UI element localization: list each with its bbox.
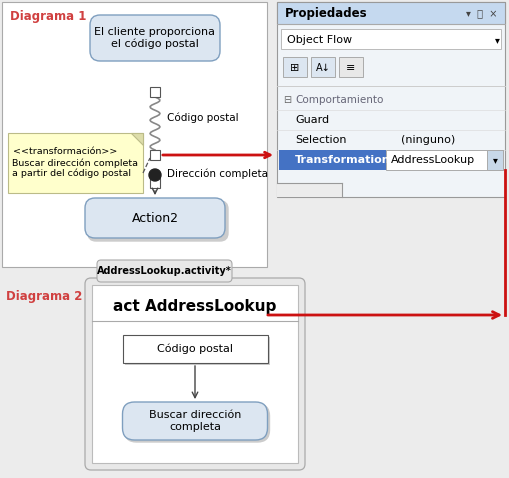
Text: Diagrama 1: Diagrama 1 [10,10,86,23]
FancyBboxPatch shape [92,285,297,463]
Text: Dirección completa: Dirección completa [166,169,267,179]
FancyBboxPatch shape [310,57,334,77]
FancyBboxPatch shape [8,133,143,193]
Text: Diagrama 2: Diagrama 2 [6,290,82,303]
FancyBboxPatch shape [122,335,267,363]
Text: A↓: A↓ [315,63,330,73]
Polygon shape [131,133,143,145]
Bar [150,178,160,188]
FancyBboxPatch shape [280,29,500,49]
Text: Object Flow: Object Flow [287,35,351,45]
Text: Transformation: Transformation [294,155,390,165]
FancyBboxPatch shape [385,150,502,170]
FancyBboxPatch shape [90,15,219,61]
FancyBboxPatch shape [276,183,342,197]
Text: <<transformación>>
Buscar dirección completa
a partir del código postal: <<transformación>> Buscar dirección comp… [13,148,138,178]
FancyBboxPatch shape [276,2,504,197]
Text: (ninguno): (ninguno) [400,135,455,145]
Text: AddressLookup: AddressLookup [390,155,474,165]
Text: act AddressLookup: act AddressLookup [113,300,276,315]
Text: Guard: Guard [294,115,328,125]
Text: Selection: Selection [294,135,346,145]
Text: ▾: ▾ [492,155,496,165]
Text: ▾: ▾ [494,35,498,45]
Bar [150,87,160,97]
Text: ≡: ≡ [346,63,355,73]
FancyBboxPatch shape [122,402,267,440]
Text: El cliente proporciona
el código postal: El cliente proporciona el código postal [94,27,215,49]
FancyBboxPatch shape [282,57,306,77]
Text: Propiedades: Propiedades [285,7,367,20]
FancyBboxPatch shape [124,404,269,442]
Text: Comportamiento: Comportamiento [294,95,383,105]
Text: Código postal: Código postal [166,113,238,123]
FancyBboxPatch shape [85,278,304,470]
FancyBboxPatch shape [97,260,232,282]
FancyBboxPatch shape [338,57,362,77]
Text: Código postal: Código postal [157,344,233,354]
FancyBboxPatch shape [124,337,269,365]
Bar [150,150,160,160]
Text: ⊞: ⊞ [290,63,299,73]
Circle shape [149,169,161,181]
Text: ⊟: ⊟ [282,95,291,105]
FancyBboxPatch shape [85,198,224,238]
Text: Buscar dirección
completa: Buscar dirección completa [149,410,241,432]
Text: Action2: Action2 [131,211,178,225]
FancyBboxPatch shape [2,2,267,267]
FancyBboxPatch shape [276,2,504,24]
Text: AddressLookup.activity*: AddressLookup.activity* [97,266,232,276]
FancyBboxPatch shape [88,201,228,241]
FancyBboxPatch shape [486,150,502,170]
Text: ▾  ꟷ  ×: ▾ ꟷ × [465,8,496,18]
FancyBboxPatch shape [278,150,385,170]
